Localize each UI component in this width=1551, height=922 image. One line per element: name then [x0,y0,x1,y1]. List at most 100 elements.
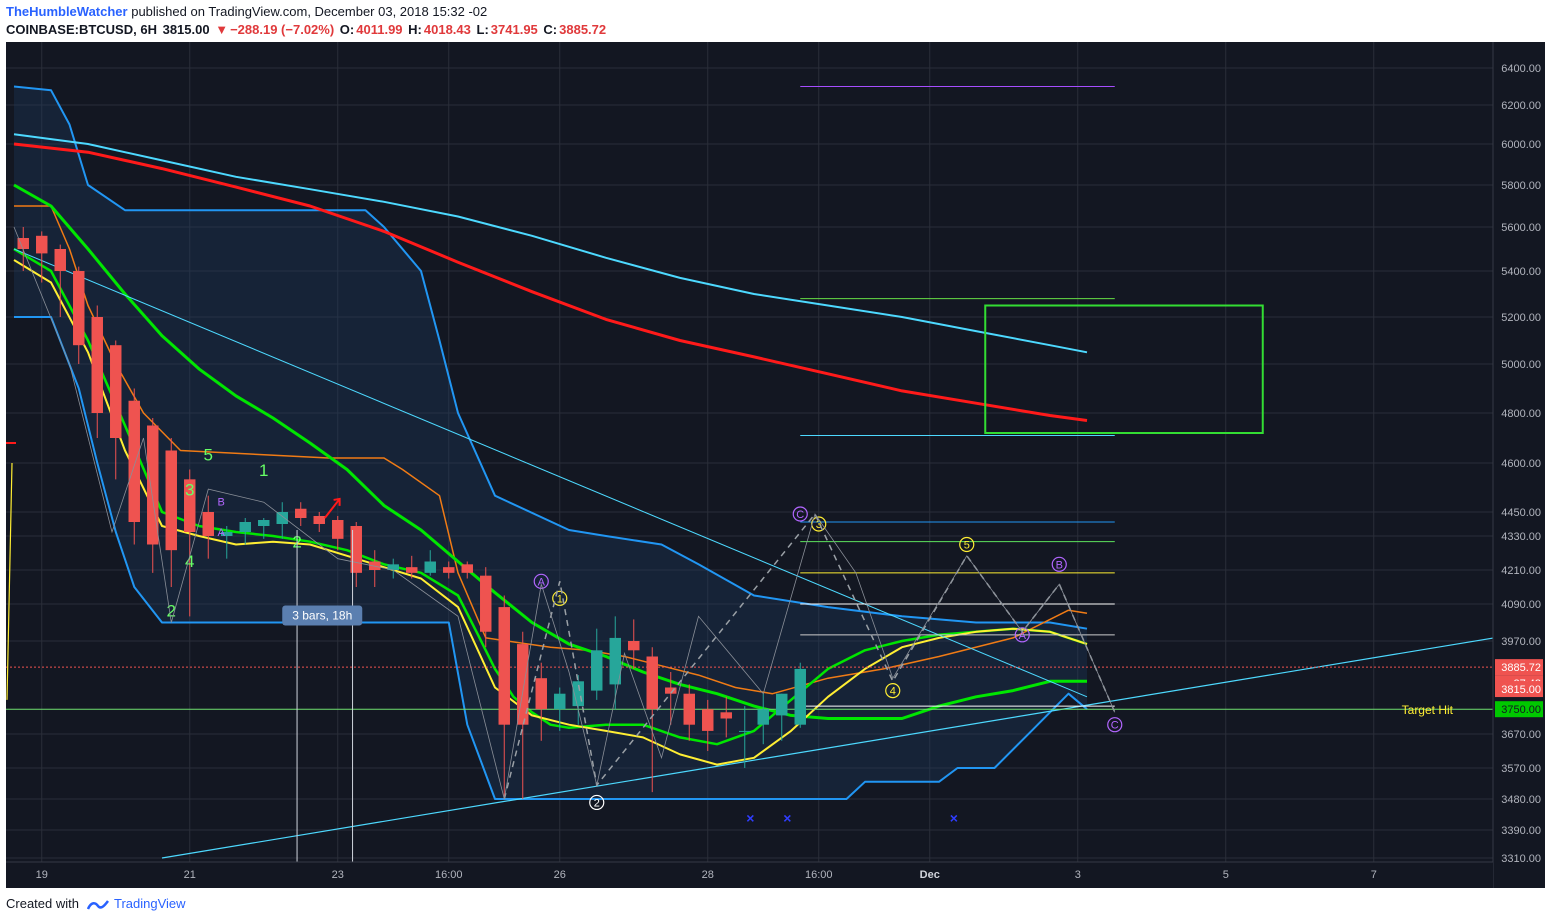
wave-label: A [218,527,226,539]
open-label: O: [339,22,355,37]
candle-body [387,564,399,570]
price-tick-label: 4600.00 [1501,458,1541,470]
time-tick-label: Dec [920,869,940,881]
price-tick-label: 6000.00 [1501,139,1541,151]
candle-body [17,238,29,249]
high-value: 4018.43 [423,22,471,37]
wave-label: 1 [259,461,268,480]
wave-circle [589,794,605,811]
price-tick-label: 4800.00 [1501,408,1541,420]
cross-marker-icon: × [783,810,791,826]
candle-body [498,607,510,725]
time-axis[interactable]: 19 21 23 16:00 26 28 16:00 Dec 3 5 7 [6,861,1493,888]
wave-label: 5 [204,446,213,465]
wave-circle-text: A [538,576,546,588]
candle-body [776,693,788,716]
wave-circle [959,536,975,553]
cross-marker-icon: × [950,810,958,826]
candle-body [739,730,751,732]
low-value: 3741.95 [490,22,538,37]
current-price-tag-bg [1495,659,1543,676]
price-tick-label: 6200.00 [1501,100,1541,112]
wave-circle-text: C [796,509,804,521]
price-axis[interactable]: 6400.00 6200.00 6000.00 5800.00 5600.00 5400.… [1492,42,1545,888]
high-label: H: [408,22,422,37]
cloud-upper-line [13,85,1088,630]
time-tick-label: 5 [1223,869,1229,881]
time-tick-label: 16:00 [805,869,833,881]
candle-body [332,520,344,539]
price-tick-label: 5000.00 [1501,359,1541,371]
created-with-text: Created with [6,896,79,911]
candle-body [221,532,233,536]
wave-circle [533,573,549,589]
candle-body [720,712,732,719]
candle-body [184,479,196,532]
candle-body [313,516,325,524]
down-arrow-icon: ▼ [215,22,229,37]
wave-label: 2 [167,601,176,620]
measure-label-bg [282,605,363,626]
time-tick-label: 16:00 [435,869,463,881]
author-link[interactable]: TheHumbleWatcher [6,4,128,19]
candle-body [276,512,288,524]
candle-body [239,522,251,532]
candle-body [295,508,307,518]
last-price-tag: 3815.00 [1501,684,1541,696]
time-tick-label: 7 [1371,869,1377,881]
tradingview-link[interactable]: TradingView [114,896,186,911]
footer: Created with TradingView [6,896,186,911]
candle-body [702,709,714,731]
red-arrow-head-icon [333,497,341,506]
price-tick-label: 3310.00 [1501,853,1541,865]
time-tick-label: 26 [554,869,566,881]
candle-series [17,227,806,799]
wave-circle [552,590,568,606]
price-swing-path [13,226,1116,800]
wave-circle [1014,627,1030,643]
ema-200-line [13,133,1088,354]
low-label: L: [476,22,489,37]
time-tick-label: 23 [332,869,344,881]
price-tick-label: 3570.00 [1501,763,1541,775]
wave-circle-text: 1 [557,593,563,605]
candle-body [591,650,603,691]
price-tick-label: 5400.00 [1501,266,1541,278]
candle-body [572,681,584,707]
candle-body [609,637,621,685]
wave-circle-text: A [1019,630,1027,642]
candle-body [91,317,103,413]
time-tick-label: 21 [184,869,196,881]
candle-body [646,656,658,710]
candle-body [554,693,566,710]
tradingview-logo-icon [86,899,109,910]
price-tick-label: 3480.00 [1501,794,1541,806]
last-price: 3815.00 [162,22,210,37]
candle-body [683,693,695,725]
last-price-tag-bg [1495,681,1543,698]
time-tick-label: 28 [702,869,714,881]
candle-body [369,561,381,570]
wave-circle-text: B [1056,559,1063,571]
target-hit-label: Target Hit [1402,703,1454,717]
target-price-tag: 3750.00 [1501,704,1541,716]
close-label: C: [543,22,558,37]
candle-body [461,564,473,573]
wave-circle-text: 4 [890,686,896,698]
time-axis-background [6,862,1493,888]
candle-body [628,641,640,651]
price-axis-background [1493,42,1545,888]
candle-body [128,400,140,522]
close-value: 3885.72 [559,22,607,37]
ascending-trendline [161,631,1532,859]
wave-circle-text: 3 [816,519,822,531]
measure-label: 3 bars, 18h [292,609,352,623]
candle-body [110,345,122,438]
price-tick-label: 4090.00 [1501,599,1541,611]
candle-body [350,526,362,573]
price-tick-label: 5800.00 [1501,180,1541,192]
candle-body [535,678,547,710]
